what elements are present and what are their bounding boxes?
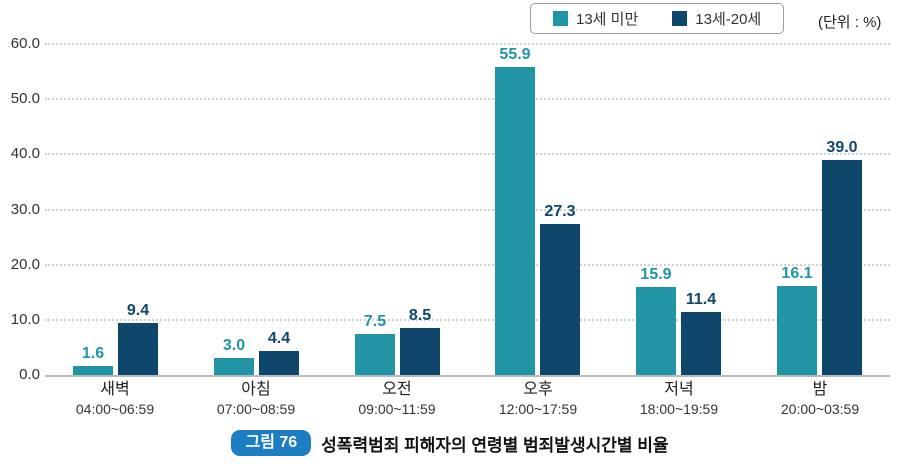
legend-swatch-13to20-icon	[672, 11, 688, 26]
x-category-name: 아침	[241, 381, 271, 398]
bar-13세 미만-저녁	[636, 287, 676, 375]
y-tick-label-20.0: 20.0	[10, 255, 40, 273]
value-label-13세-20세-새벽: 9.4	[126, 302, 150, 319]
gridline-50.0	[45, 98, 890, 101]
figure-title: 성폭력범죄 피해자의 연령별 범죄발생시간별 비율	[321, 435, 669, 455]
legend-item-under13: 13세 미만	[553, 8, 638, 29]
y-tick-label-40.0: 40.0	[10, 145, 40, 163]
x-category-time-range: 18:00~19:59	[639, 401, 719, 417]
value-label-13세-20세-아침: 4.4	[267, 330, 291, 347]
value-label-13세 미만-새벽: 1.6	[81, 345, 105, 362]
value-label-13세 미만-아침: 3.0	[222, 337, 246, 354]
y-tick-label-60.0: 60.0	[10, 35, 40, 52]
value-label-13세-20세-밤: 39.0	[826, 139, 858, 156]
gridline-60.0	[45, 43, 890, 45]
gridline-40.0	[45, 153, 890, 156]
x-category-name: 오전	[382, 381, 412, 398]
value-label-13세-20세-저녁: 11.4	[685, 291, 717, 308]
legend-label-under13: 13세 미만	[576, 11, 639, 28]
y-tick-label-50.0: 50.0	[10, 90, 40, 108]
gridline-10.0	[45, 318, 890, 321]
value-label-13세-20세-오전: 8.5	[408, 307, 432, 324]
x-axis: 새벽 04:00~06:59 아침 07:00~08:59 오전 09:00~11:59 오…	[45, 381, 890, 423]
x-category-time-range: 09:00~11:59	[358, 401, 436, 417]
x-category-밤: 밤 20:00~03:59	[750, 381, 890, 419]
gridline-20.0	[45, 263, 890, 266]
bar-13세-20세-오전	[400, 328, 440, 375]
x-category-time-range: 07:00~08:59	[216, 401, 296, 417]
bar-13세-20세-아침	[259, 351, 299, 375]
value-label-13세 미만-오후: 55.9	[499, 46, 531, 63]
chart-legend: 13세 미만 13세-20세	[530, 3, 785, 34]
x-category-time-range: 12:00~17:59	[498, 401, 578, 417]
bar-13세 미만-새벽	[73, 366, 113, 375]
gridline-30.0	[45, 208, 890, 211]
x-category-name: 오후	[523, 381, 553, 398]
unit-label: (단위 : %)	[818, 14, 882, 31]
bar-13세 미만-오후	[495, 67, 535, 375]
bar-13세-20세-오후	[540, 224, 580, 375]
bar-13세-20세-저녁	[681, 312, 721, 375]
value-label-13세-20세-오후: 27.3	[544, 203, 576, 220]
figure-number-badge: 그림 76	[231, 430, 312, 456]
x-category-name: 새벽	[100, 381, 130, 398]
value-label-13세 미만-오전: 7.5	[363, 313, 387, 330]
x-category-name: 저녁	[664, 381, 694, 398]
legend-swatch-under13-icon	[553, 11, 568, 26]
x-category-새벽: 새벽 04:00~06:59	[45, 381, 185, 419]
bar-13세 미만-오전	[355, 334, 395, 375]
bar-13세 미만-밤	[777, 286, 817, 375]
y-tick-label-30.0: 30.0	[10, 200, 40, 218]
x-category-name: 밤	[812, 381, 828, 398]
x-category-아침: 아침 07:00~08:59	[186, 381, 326, 419]
value-label-13세 미만-저녁: 15.9	[640, 266, 672, 283]
x-category-오후: 오후 12:00~17:59	[468, 381, 608, 419]
x-category-오전: 오전 09:00~11:59	[327, 381, 467, 419]
figure-caption: 그림 76 성폭력범죄 피해자의 연령별 범죄발생시간별 비율	[0, 430, 900, 456]
bar-13세-20세-새벽	[118, 323, 158, 375]
y-axis: 0.0 10.0 20.0 30.0 40.0 50.0 60.0	[0, 36, 40, 383]
y-tick-label-10.0: 10.0	[10, 310, 40, 328]
value-label-13세 미만-밤: 16.1	[781, 265, 813, 282]
plot-area: 1.6 9.4 3.0 4.4 7.5 8.5 55.9 27.3 15.9 11.4 16.1 39…	[45, 43, 890, 377]
bar-13세 미만-아침	[214, 358, 254, 375]
legend-label-13to20: 13세-20세	[695, 11, 762, 28]
legend-item-13to20: 13세-20세	[672, 8, 761, 29]
y-tick-label-0.0: 0.0	[19, 366, 40, 383]
x-category-저녁: 저녁 18:00~19:59	[609, 381, 749, 419]
x-category-time-range: 04:00~06:59	[75, 401, 155, 417]
bar-13세-20세-밤	[822, 160, 862, 375]
x-category-time-range: 20:00~03:59	[780, 401, 860, 417]
